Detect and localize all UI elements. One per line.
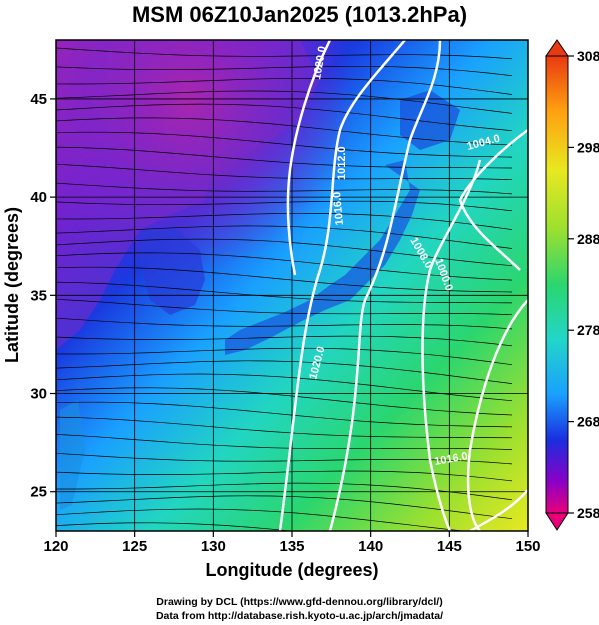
streamline [56,360,513,384]
streamline [56,90,513,114]
continent-landmass [56,40,320,350]
credit-data: Data from http://database.rish.kyoto-u.a… [155,610,444,622]
streamline [56,347,513,366]
x-tick-label: 130 [201,538,226,555]
streamline [56,508,467,531]
streamline [56,182,513,195]
isobar-line [421,159,482,531]
isobar-label: 1016.0 [331,191,346,226]
isobars [278,40,528,531]
y-tick-label: 25 [30,484,47,501]
colorbar-bottom-triangle [545,512,569,531]
x-tick-label: 145 [437,538,462,555]
streamline [56,198,513,212]
streamline [56,281,513,304]
streamline [56,401,513,428]
y-axis-label: Latitude (degrees) [2,207,22,363]
colorbar-tick-label: 278 [577,322,599,338]
colorbar-tick-label: 288 [577,231,599,247]
y-tick-label: 40 [30,189,47,206]
isobar-line [286,40,332,276]
colorbar-tick-label: 268 [577,414,599,430]
isobar-line [328,40,442,531]
colorbar-tick-label: 258 [577,505,599,521]
streamline [56,103,513,132]
streamline [56,163,513,181]
streamline [56,317,513,330]
x-tick-label: 135 [279,538,304,555]
streamline [56,63,513,77]
streamline [56,225,513,249]
streamline [56,482,513,501]
taiwan-landmass [60,400,85,510]
y-tick-label: 35 [30,287,47,304]
streamline [56,47,513,60]
streamline [56,495,513,520]
isobar-line [469,489,528,531]
colorbar: 308 298 288 278 268 258 [545,39,599,531]
colorbar-tick-label: 308 [577,48,599,64]
streamline [56,117,513,146]
isobar-label: 1016.0 [433,450,468,468]
streamline [56,434,513,450]
y-tick-label: 30 [30,386,47,403]
isobar-line [278,40,406,531]
streamline [56,252,513,281]
isobar-label: 1020.0 [311,45,329,80]
y-axis-ticks: 25 30 35 40 45 [30,91,56,501]
streamline [56,452,513,465]
isobar-line [458,128,528,271]
credit-drawing: Drawing by DCL (https://www.gfd-dennou.o… [156,596,443,608]
streamline [56,266,513,293]
streamline [56,238,513,267]
colorbar-top-triangle [545,39,569,57]
y-tick-label: 45 [30,91,47,108]
x-tick-label: 140 [358,538,383,555]
x-tick-label: 150 [515,538,540,555]
x-axis-label: Longitude (degrees) [205,560,378,580]
colorbar-tick-label: 298 [577,139,599,155]
x-axis-ticks: 120 125 130 135 140 145 150 [43,531,541,555]
wind-streamlines [56,47,513,531]
streamline [56,333,513,347]
x-tick-label: 120 [43,538,68,555]
isobar-line [466,299,528,531]
isobar-label: 1012.0 [336,146,348,180]
x-tick-label: 125 [122,538,147,555]
streamline [56,131,513,158]
korea-peninsula [140,228,205,315]
colorbar-body [545,55,569,514]
streamline [56,373,513,402]
figure-title: MSM 06Z10Jan2025 (1013.2hPa) [131,2,468,27]
streamline [56,387,513,416]
streamline [56,522,295,531]
streamline [56,146,513,169]
colorbar-ticks: 308 298 288 278 268 258 [568,48,599,521]
streamline [56,298,513,316]
streamline [56,416,513,439]
streamline [56,212,513,230]
